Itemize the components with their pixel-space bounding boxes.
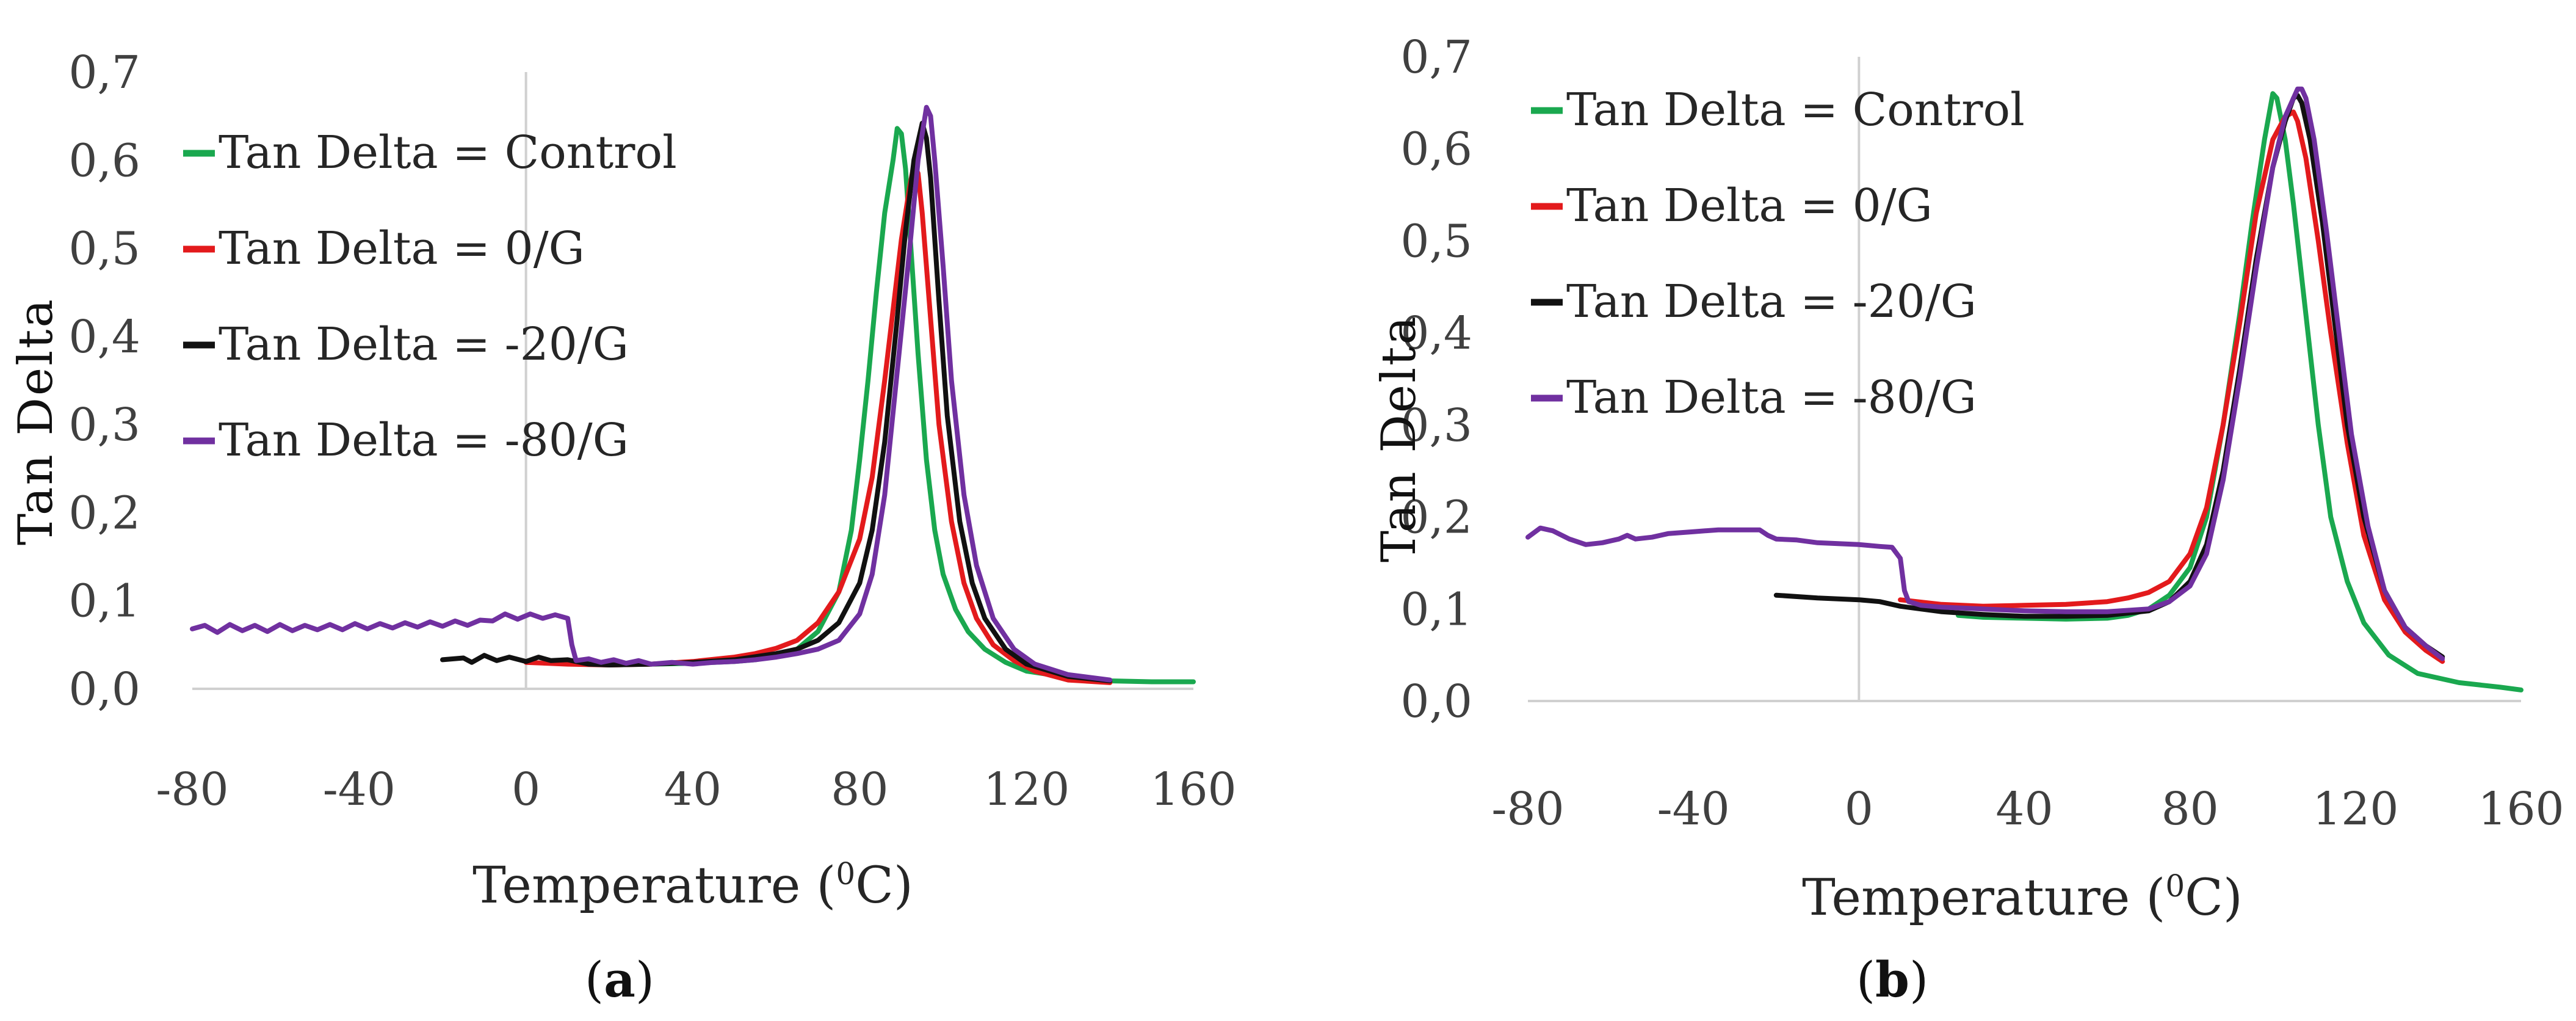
x-tick-label: 40: [664, 763, 722, 816]
legend-label: Tan Delta = -80/G: [1566, 371, 1977, 424]
y-tick-label: 0,2: [68, 487, 140, 539]
legend-label: Tan Delta = 0/G: [219, 222, 585, 275]
x-tick-label: -80: [1491, 783, 1564, 835]
y-tick-label: 0,3: [1400, 399, 1472, 452]
x-tick-label: 80: [2162, 783, 2219, 835]
legend-label: Tan Delta = Control: [1566, 84, 2025, 136]
y-axis-title: Tan Delta: [1372, 314, 1427, 562]
y-tick-label: 0,6: [1400, 123, 1472, 176]
x-tick-label: 160: [2478, 783, 2564, 835]
x-tick-label: 80: [831, 763, 888, 816]
x-tick-label: 0: [1845, 783, 1873, 835]
x-axis-title: Temperature (0C): [1802, 868, 2243, 927]
x-tick-label: -80: [156, 763, 228, 816]
legend-label: Tan Delta = Control: [219, 126, 677, 179]
x-tick-label: 160: [1150, 763, 1236, 816]
legend-label: Tan Delta = 0/G: [1566, 180, 1933, 232]
y-tick-label: 0,7: [68, 46, 140, 99]
x-tick-label: 0: [512, 763, 540, 816]
x-axis-title: Temperature (0C): [472, 856, 913, 915]
legend-label: Tan Delta = -20/G: [1566, 275, 1977, 328]
chart-panel-a: 0,0 0,1 0,2 0,3 0,4 0,5 0,6 0,7 -80 -40 0 40 80 120 16…: [9, 46, 1237, 1008]
y-tick-label: 0,2: [1400, 492, 1472, 544]
series-line-4: [1525, 86, 2445, 661]
series-line-4: [190, 104, 1113, 683]
y-tick-label: 0,0: [1400, 675, 1472, 728]
x-tick-label: -40: [1657, 783, 1730, 835]
y-tick-label: 0,1: [68, 575, 140, 628]
y-tick-label: 0,7: [1400, 31, 1472, 84]
series-line-2: [1898, 109, 2445, 664]
x-tick-label: 120: [983, 763, 1069, 816]
y-tick-label: 0,4: [68, 311, 140, 363]
panel-caption: (b): [1856, 951, 1928, 1008]
chart-panel-b: 0,0 0,1 0,2 0,3 0,4 0,5 0,6 0,7 -80 -40 0 40 80 120 16…: [1372, 31, 2564, 1008]
x-tick-label: 120: [2312, 783, 2398, 835]
y-tick-label: 0,4: [1400, 307, 1472, 360]
y-tick-label: 0,5: [68, 223, 140, 275]
y-tick-label: 0,3: [68, 399, 140, 451]
panel-caption: (a): [585, 951, 654, 1008]
y-tick-label: 0,0: [68, 663, 140, 716]
y-tick-label: 0,5: [1400, 215, 1472, 267]
series-line-1: [1956, 91, 2524, 692]
series-line-3: [440, 120, 1113, 683]
legend-label: Tan Delta = -80/G: [219, 414, 629, 467]
y-tick-label: 0,6: [68, 134, 140, 187]
x-tick-label: 40: [1995, 783, 2053, 835]
x-tick-label: -40: [323, 763, 396, 816]
legend-label: Tan Delta = -20/G: [219, 318, 629, 371]
y-axis-title: Tan Delta: [9, 297, 63, 545]
y-tick-label: 0,1: [1400, 583, 1472, 636]
